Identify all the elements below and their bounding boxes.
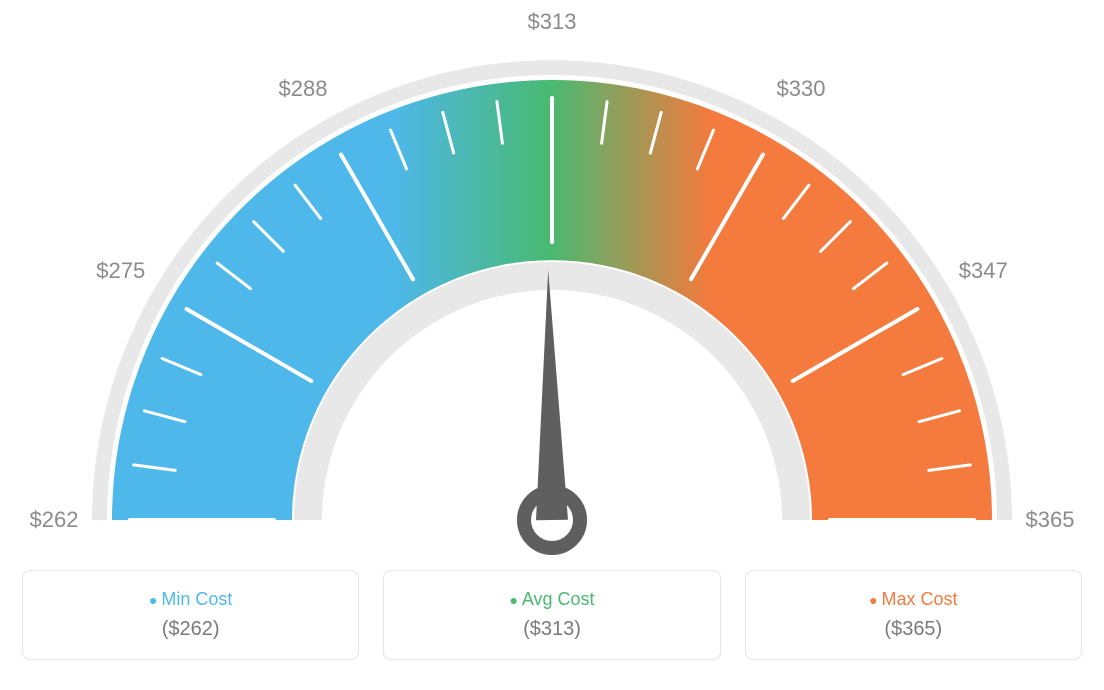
gauge-tick-label: $365 [1026,507,1075,533]
gauge-tick-label: $313 [528,9,577,35]
legend-max-label: Max Cost [756,589,1071,610]
legend-max-value: ($365) [756,618,1071,641]
legend-card-min: Min Cost ($262) [22,570,359,660]
cost-gauge: $262$275$288$313$330$347$365 [22,20,1082,560]
gauge-tick-label: $288 [279,76,328,102]
legend-min-value: ($262) [33,618,348,641]
legend-avg-value: ($313) [394,618,709,641]
legend-card-avg: Avg Cost ($313) [383,570,720,660]
gauge-tick-label: $262 [30,507,79,533]
legend-card-max: Max Cost ($365) [745,570,1082,660]
legend-min-label: Min Cost [33,589,348,610]
legend-avg-label: Avg Cost [394,589,709,610]
gauge-tick-label: $347 [959,258,1008,284]
gauge-tick-label: $275 [96,258,145,284]
gauge-tick-label: $330 [777,76,826,102]
legend-row: Min Cost ($262) Avg Cost ($313) Max Cost… [22,570,1082,660]
